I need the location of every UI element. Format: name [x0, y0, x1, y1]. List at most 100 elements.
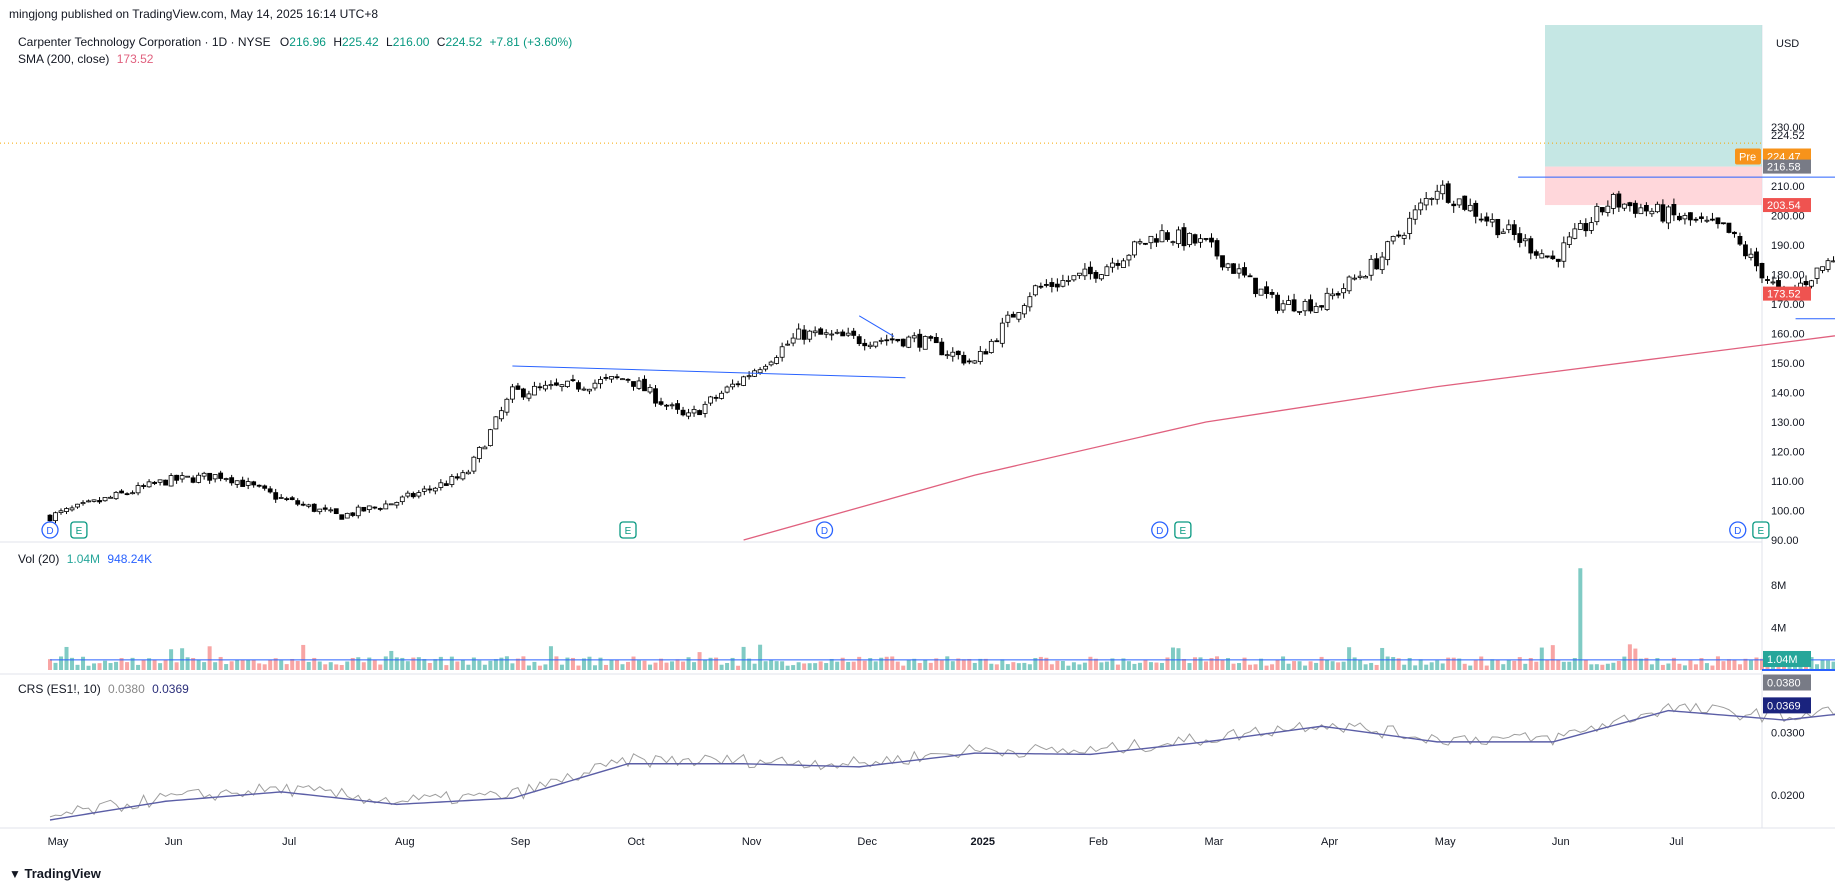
event-marker-earnings[interactable]: E: [1174, 521, 1192, 539]
volume-bar: [1137, 662, 1142, 670]
candle-body: [1666, 206, 1671, 224]
candle: [609, 376, 614, 383]
candle-body: [1820, 266, 1825, 271]
time-tick-label: Jun: [165, 836, 183, 848]
candle: [388, 503, 394, 506]
volume-bar: [603, 664, 608, 670]
price-tick-label: 180.00: [1771, 270, 1805, 282]
candle: [1748, 248, 1754, 261]
candle: [1677, 212, 1682, 222]
volume-bar: [1253, 664, 1258, 670]
candle: [1754, 247, 1759, 272]
dividend-icon: [815, 521, 834, 539]
volume-bar: [1594, 664, 1599, 670]
volume-legend[interactable]: Vol (20) 1.04M 948.24K: [18, 552, 152, 566]
time-tick-label: Jul: [282, 836, 296, 848]
candle: [482, 445, 488, 450]
candle: [240, 476, 246, 487]
volume-bar: [714, 657, 719, 670]
candle: [377, 507, 383, 512]
candle-body: [262, 485, 268, 489]
candle-body: [1621, 203, 1627, 209]
candle-body: [135, 485, 141, 494]
candle-body: [1699, 216, 1704, 219]
candle-body: [1154, 238, 1159, 243]
event-marker-earnings[interactable]: E: [619, 521, 637, 539]
candle-body: [97, 500, 102, 503]
candle-body: [1594, 205, 1600, 223]
candle: [1308, 294, 1313, 314]
candle: [1027, 292, 1033, 312]
volume-bar: [945, 656, 950, 670]
event-marker-dividend[interactable]: D: [41, 521, 59, 539]
volume-bar: [906, 660, 911, 670]
candle: [1258, 288, 1264, 296]
candle: [1286, 295, 1291, 305]
candle: [427, 485, 433, 494]
volume-bar: [1286, 663, 1291, 670]
candle: [1247, 273, 1253, 278]
candle: [1065, 275, 1071, 286]
volume-bar: [1275, 659, 1280, 670]
high-value: 225.42: [341, 35, 379, 49]
candle: [807, 329, 813, 343]
candle-body: [284, 498, 290, 500]
volume-bar: [383, 656, 388, 670]
volume-bar: [1501, 664, 1506, 670]
volume-bar: [1826, 660, 1831, 670]
volume-bar: [1776, 664, 1781, 670]
candle-body: [355, 506, 361, 517]
candle: [730, 379, 735, 390]
candle: [152, 481, 157, 486]
event-marker-dividend[interactable]: D: [1729, 521, 1747, 539]
candle-body: [1060, 280, 1066, 287]
event-marker-dividend[interactable]: D: [815, 521, 834, 539]
candle-body: [1743, 244, 1748, 257]
volume-bar: [1484, 665, 1489, 670]
candle: [234, 480, 240, 488]
volume-bar: [180, 648, 185, 670]
candle: [1346, 275, 1352, 294]
candle-body: [1765, 279, 1770, 281]
price-tick-label: 170.00: [1771, 299, 1805, 311]
candle: [1137, 238, 1143, 246]
candle: [421, 485, 427, 496]
candle-body: [174, 474, 180, 481]
volume-bar: [829, 658, 834, 670]
volume-bar: [1044, 657, 1049, 670]
volume-bar: [543, 664, 548, 670]
candle-body: [1599, 207, 1605, 213]
candle: [1737, 232, 1743, 246]
volume-bar: [367, 657, 372, 670]
event-marker-dividend[interactable]: D: [1151, 521, 1169, 539]
sma-legend[interactable]: SMA (200, close) 173.52: [18, 52, 153, 66]
candle: [1214, 238, 1220, 260]
event-marker-earnings[interactable]: E: [70, 521, 88, 539]
candle: [1126, 254, 1132, 267]
candle: [1236, 263, 1242, 279]
volume-bar: [213, 662, 218, 670]
volume-bar: [499, 657, 504, 670]
currency-label[interactable]: USD: [1776, 38, 1800, 50]
candle-body: [576, 382, 581, 390]
candle-body: [1688, 212, 1693, 221]
candle: [366, 505, 372, 513]
candle-body: [1754, 251, 1759, 267]
volume-bar: [1204, 661, 1208, 670]
candle-body: [278, 497, 284, 499]
volume-bar: [1402, 664, 1407, 670]
candle-body: [1726, 222, 1732, 233]
tradingview-logo[interactable]: ▼ TradingView: [9, 866, 101, 881]
symbol-legend[interactable]: Carpenter Technology Corporation · 1D · …: [18, 35, 572, 49]
event-marker-earnings[interactable]: E: [1752, 521, 1770, 539]
candle-body: [658, 401, 664, 405]
volume-bar: [1561, 661, 1566, 670]
volume-bar: [807, 663, 812, 670]
crs-legend[interactable]: CRS (ES1!, 10) 0.0380 0.0369: [18, 682, 189, 696]
candle-body: [1269, 291, 1275, 295]
stop-zone: [1545, 166, 1762, 206]
volume-bar: [840, 657, 845, 670]
candle-body: [207, 472, 213, 481]
volume-bar: [752, 663, 757, 670]
candle-body: [1539, 253, 1545, 259]
